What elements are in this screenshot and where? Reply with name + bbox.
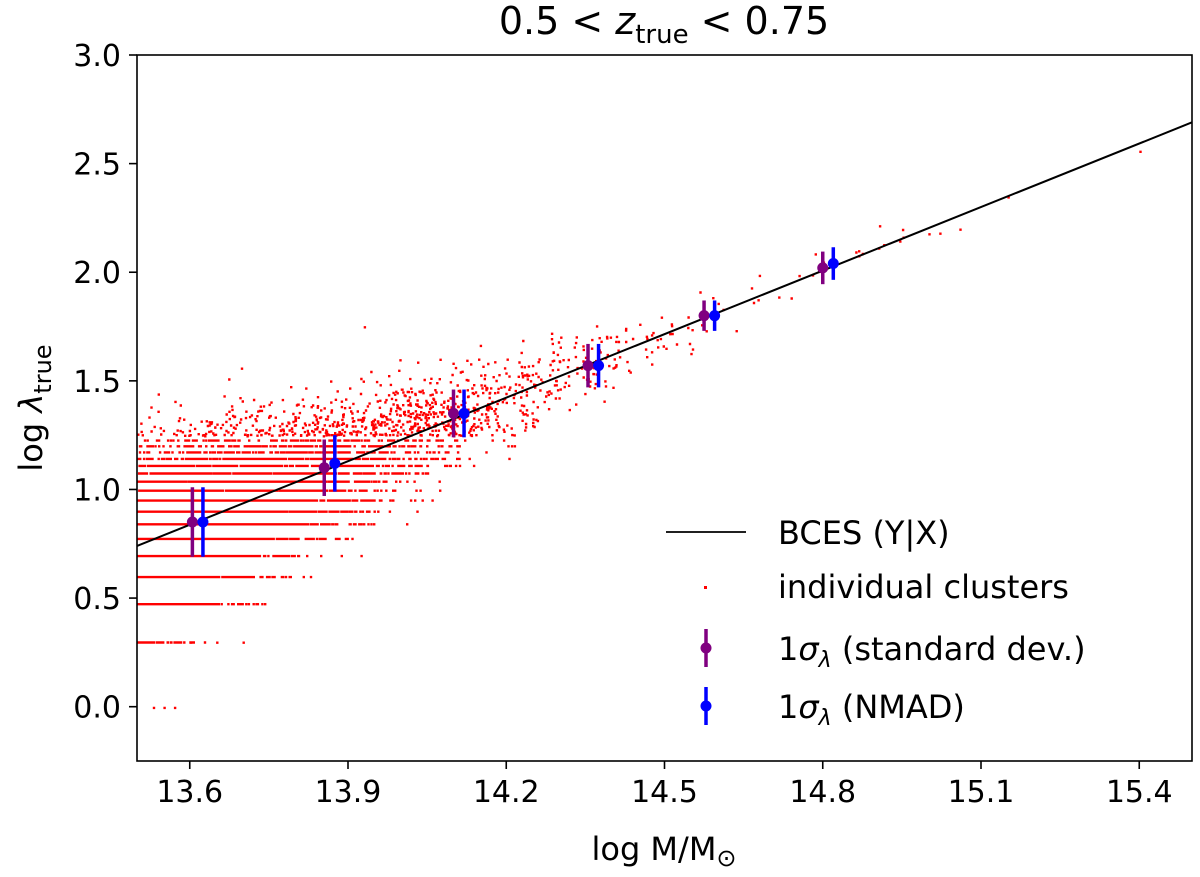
errorbar-point-nmad [593,360,605,372]
legend-nmad-label: 1σλ (NMAD) [778,688,965,731]
title-suffix: < 0.75 [689,0,830,43]
errorbar-point-std [817,262,829,274]
legend-std-sub: λ [818,648,832,673]
errorbar-point-nmad [458,407,470,419]
y-tick-label: 0.5 [73,582,121,617]
x-tick-label: 15.4 [1106,775,1173,810]
errorbar-point-std [698,310,710,322]
errorbar-layer [186,247,839,557]
legend-nmad-suffix: (NMAD) [832,688,965,726]
y-axis-label-main: log [12,413,50,472]
legend-std-suffix: (standard dev.) [832,630,1086,668]
x-axis-label: log M/M⊙ [591,830,736,872]
legend-nmad-sigma: σ [798,688,820,726]
title-sub: true [635,20,688,50]
scatter-layer [137,150,1142,710]
errorbar-point-std [582,360,594,372]
legend-points-swatch [704,586,707,589]
legend-fit-label: BCES (Y|X) [778,514,950,552]
legend-std-label: 1σλ (standard dev.) [778,630,1086,673]
y-axis-label: log λtrue [12,344,57,471]
legend-std-swatch-dot [700,642,712,654]
errorbar-point-nmad [197,516,209,528]
y-tick-label: 3.0 [73,39,121,74]
errorbar-point-nmad [709,310,721,322]
cluster-points [137,150,1142,710]
legend-std-prefix: 1 [778,630,798,668]
title-prefix: 0.5 < [499,0,615,43]
y-tick-label: 2.5 [73,148,121,183]
y-axis-label-sub: true [29,344,57,393]
x-tick-label: 13.6 [156,775,223,810]
y-tick-label: 2.0 [73,256,121,291]
legend-nmad-sub: λ [818,706,832,731]
x-axis-label-sun: ⊙ [716,844,736,872]
legend-points-label: individual clusters [778,568,1069,606]
title-z: z [614,0,636,43]
legend: BCES (Y|X) individual clusters 1σλ (stan… [666,514,1086,731]
y-axis: 0.0 0.5 1.0 1.5 2.0 2.5 3.0 [73,39,137,726]
x-tick-label: 14.8 [789,775,856,810]
legend-std-sigma: σ [798,630,820,668]
errorbar-point-nmad [329,457,341,469]
errorbar-point-std [448,407,459,419]
x-tick-label: 14.5 [631,775,698,810]
legend-nmad-prefix: 1 [778,688,798,726]
y-axis-label-lambda: λ [12,394,50,415]
errorbar-point-std [318,462,330,474]
errorbar-point-std [186,516,198,528]
x-axis: 13.6 13.9 14.2 14.5 14.8 15.1 15.4 [156,761,1173,810]
fit-layer [137,121,1192,547]
x-tick-label: 13.9 [315,775,382,810]
fit-line [137,121,1192,547]
y-tick-label: 1.5 [73,365,121,400]
legend-nmad-swatch-dot [700,700,712,712]
x-tick-label: 15.1 [948,775,1015,810]
y-tick-label: 0.0 [73,691,121,726]
y-tick-label: 1.0 [73,473,121,508]
x-tick-label: 14.2 [473,775,540,810]
x-axis-label-main: log M/M [591,830,716,868]
chart-title: 0.5 < ztrue < 0.75 [499,0,829,50]
errorbar-point-nmad [827,258,839,270]
